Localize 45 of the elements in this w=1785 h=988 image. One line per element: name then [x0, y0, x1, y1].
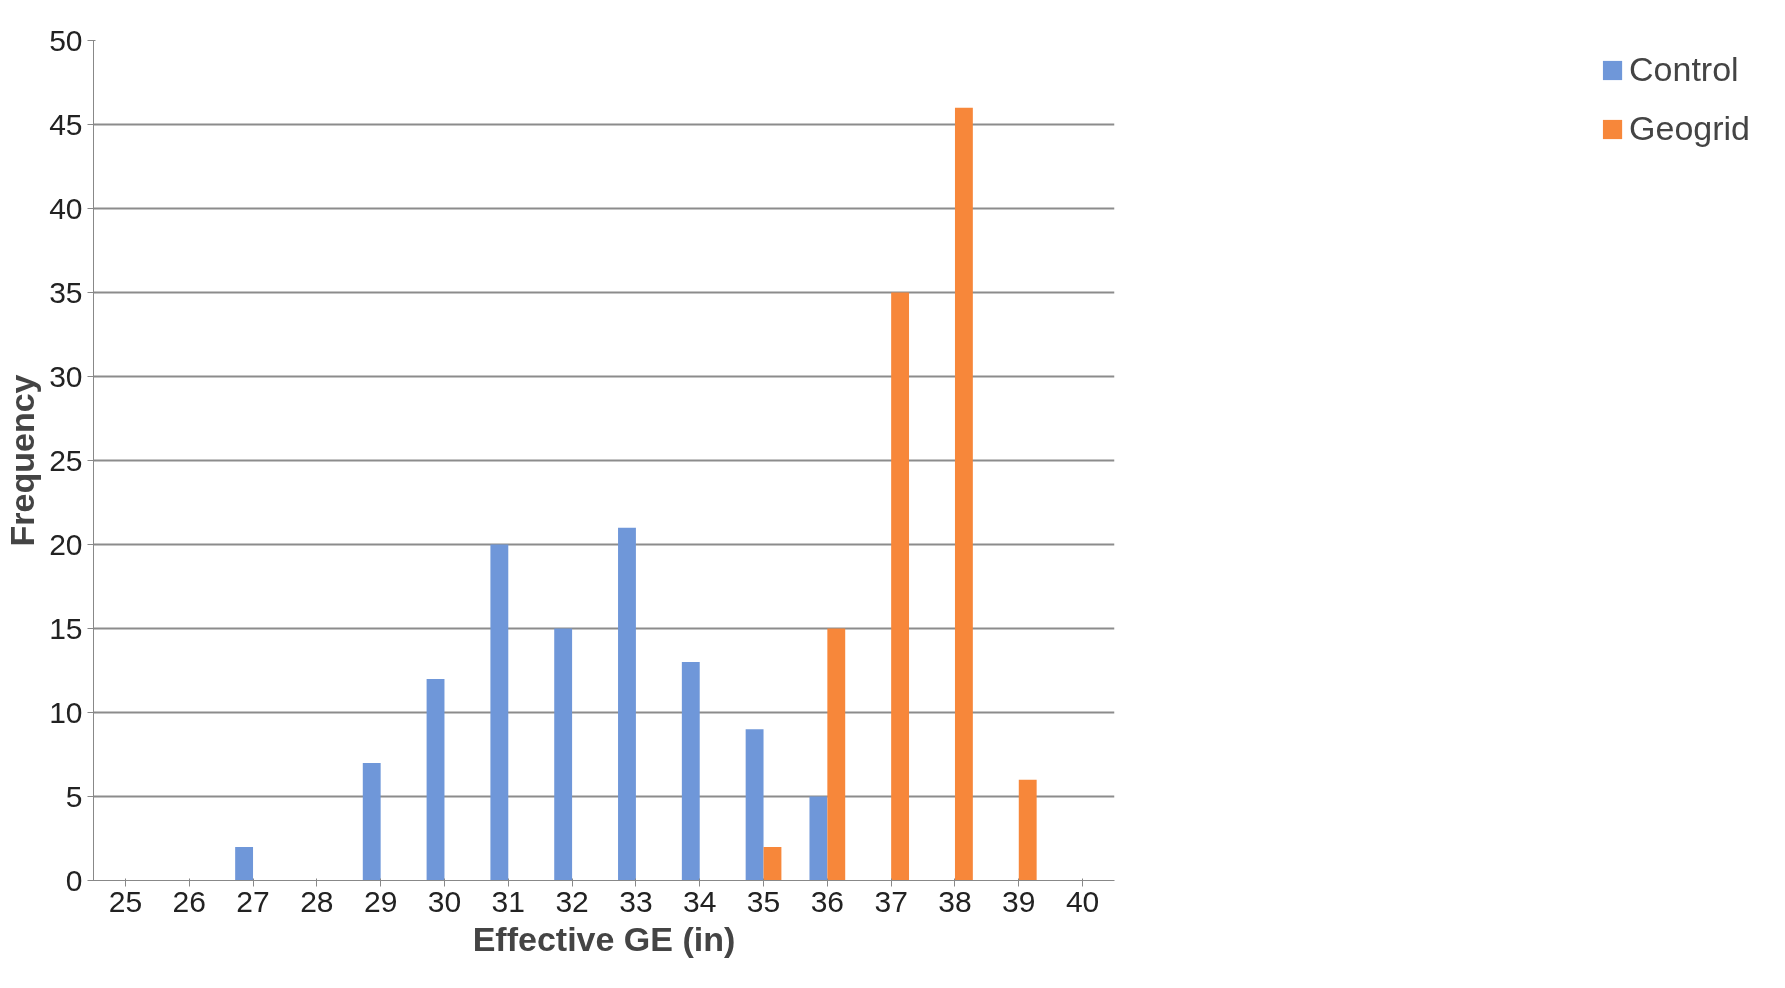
y-tick-label: 40	[49, 191, 83, 225]
y-tick-label: 20	[49, 527, 83, 561]
bar	[681, 662, 700, 881]
y-tick-label: 35	[49, 275, 83, 309]
x-tick-label: 39	[1002, 884, 1036, 918]
bar	[1018, 779, 1037, 881]
x-tick-label: 34	[683, 884, 717, 918]
bar	[554, 628, 573, 881]
y-tick-label: 50	[49, 23, 83, 57]
bar	[426, 678, 445, 881]
y-tick-label: 5	[65, 779, 83, 813]
bar	[827, 628, 846, 881]
y-tick-label: 45	[49, 107, 83, 141]
x-tick-label: 28	[300, 884, 334, 918]
x-tick-label: 35	[746, 884, 781, 918]
bar	[809, 796, 828, 881]
x-tick-label: 32	[555, 884, 589, 918]
x-tick-label: 27	[236, 884, 270, 918]
legend-label: Control	[1629, 50, 1739, 89]
y-axis-title: Frequency	[3, 374, 42, 547]
x-tick-label: 40	[1065, 884, 1100, 918]
x-tick-label: 25	[108, 884, 143, 918]
x-axis-title: Effective GE (in)	[472, 919, 736, 958]
x-tick-label: 26	[172, 884, 206, 918]
bar	[235, 846, 254, 881]
bar	[618, 527, 636, 881]
x-tick-label: 36	[810, 884, 845, 918]
y-tick-label: 30	[49, 359, 83, 393]
x-tick-label: 33	[619, 884, 653, 918]
x-tick-label: 37	[874, 884, 908, 918]
x-tick-label: 31	[491, 884, 525, 918]
bar	[490, 544, 509, 881]
x-tick-label: 38	[938, 884, 972, 918]
bar	[362, 762, 381, 881]
bar	[745, 729, 764, 881]
y-tick-label: 15	[49, 611, 83, 645]
bar	[891, 292, 910, 881]
bar	[763, 846, 782, 881]
legend-label: Geogrid	[1629, 109, 1750, 148]
x-tick-label: 29	[363, 884, 398, 918]
x-tick-label: 30	[427, 884, 462, 918]
y-tick-label: 25	[49, 443, 83, 477]
bar	[954, 107, 973, 881]
y-tick-label: 10	[49, 695, 83, 729]
y-tick-label: 0	[65, 863, 83, 897]
